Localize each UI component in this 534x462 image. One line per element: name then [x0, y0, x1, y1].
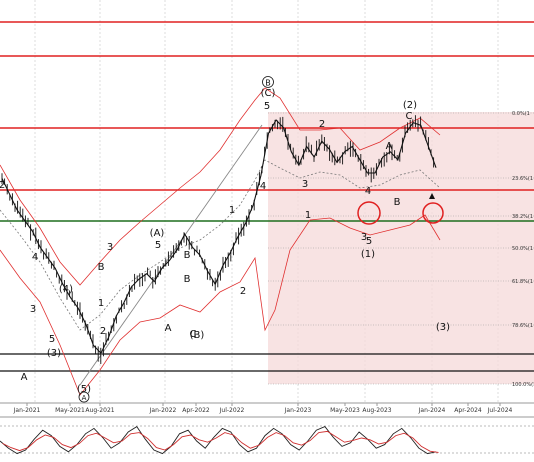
wave-label: B: [184, 250, 191, 261]
middle-band: [0, 159, 441, 331]
wave-label: (C): [261, 88, 276, 99]
fib-label: 38.2%(1: [512, 214, 533, 220]
circled-labels: B A: [78, 76, 274, 403]
wave-label: 4: [365, 186, 371, 197]
wave-label: 1: [98, 298, 104, 309]
fib-label: 0.0%(1: [512, 111, 530, 117]
fibonacci-levels: 0.0%(1 23.6%(1 38.2%(1 50.0%(1 61.8%(1 78.6%(…: [268, 111, 534, 388]
wave-label: 1: [229, 205, 235, 216]
x-tick-label: Jan-2022: [149, 407, 177, 414]
circled-a-letter: A: [82, 394, 87, 402]
wave-label: 3: [361, 232, 367, 243]
x-tick-label: Aug-2023: [362, 407, 391, 414]
arrow-marker: [429, 193, 435, 199]
oscillator-main-line: [0, 425, 437, 455]
oscillator-background: [0, 417, 534, 462]
wave-label: 5: [366, 236, 372, 247]
circled-a-marker: [78, 391, 90, 403]
wave-label: (5): [77, 384, 91, 395]
wave-labels: 243(4)5(3)(5)AB123(A)5BCA(B)12B(C)51234A…: [0, 88, 450, 395]
x-axis: Jan-2021 May-2021 Aug-2021 Jan-2022 Apr-2022…: [0, 402, 534, 414]
wave-label: 4: [32, 252, 38, 263]
wave-label: B: [184, 274, 191, 285]
wave-label: 5: [264, 101, 270, 112]
wave-label: B: [394, 197, 401, 208]
x-tick-label: May-2021: [55, 407, 85, 414]
upper-band: [0, 87, 441, 286]
wave-label: (3): [436, 322, 450, 333]
highlight-circle: [357, 201, 381, 225]
horizontal-levels: [0, 21, 534, 372]
x-tick-label: Aug-2021: [85, 407, 114, 414]
highlight-circle: [422, 202, 444, 224]
wave-label: (2): [403, 100, 417, 111]
x-tick-label: Jul-2024: [487, 407, 513, 414]
fib-label: 61.8%(1: [512, 279, 533, 285]
wave-label: (A): [150, 228, 165, 239]
wave-label: A: [386, 141, 393, 152]
bollinger-bands: [0, 87, 441, 396]
wave-label: 4: [260, 181, 266, 192]
wave-label: B: [98, 262, 105, 273]
lower-band: [0, 214, 441, 396]
fib-label: 50.0%(1: [512, 246, 533, 252]
price-series: [1, 119, 437, 355]
wave-label: 3: [302, 179, 308, 190]
wave-label: C: [406, 111, 413, 122]
x-tick-label: May-2023: [330, 407, 360, 414]
wave-label: 5: [155, 240, 161, 251]
wave-label: C: [190, 329, 197, 340]
wave-label: (1): [361, 249, 375, 260]
wave-label: 2: [240, 286, 246, 297]
wave-arrows: [429, 193, 435, 199]
x-tick-label: Jan-2021: [13, 407, 41, 414]
wave-label: (4): [59, 284, 73, 295]
x-tick-label: Jan-2023: [284, 407, 312, 414]
fib-label: 78.6%(1: [512, 323, 533, 329]
x-tick-label: Apr-2022: [182, 407, 210, 414]
circled-b-letter: B: [265, 79, 271, 88]
wave-label: 3: [107, 242, 113, 253]
circled-b-marker: [262, 76, 274, 88]
wave-label: 3: [30, 304, 36, 315]
x-tick-label: Jan-2024: [418, 407, 446, 414]
wave-label: 5: [49, 334, 55, 345]
oscillator-signal-line: [2, 430, 439, 453]
fib-label: 23.6%(1: [512, 176, 533, 182]
wave-label: 2: [0, 180, 5, 191]
wave-label: A: [165, 323, 172, 334]
oscillator-panel: [0, 416, 534, 462]
wave-label: 2: [100, 326, 106, 337]
wave-label: (B): [190, 330, 205, 341]
fib-label: 100.0%(1: [512, 382, 534, 388]
wave-label: A: [21, 372, 28, 383]
x-tick-label: Jul-2022: [219, 407, 245, 414]
wave-label: (3): [47, 348, 61, 359]
wave-label: 2: [319, 119, 325, 130]
highlight-circles: [357, 201, 444, 225]
wave-label: 1: [305, 210, 311, 221]
x-tick-label: Apr-2024: [454, 407, 482, 414]
